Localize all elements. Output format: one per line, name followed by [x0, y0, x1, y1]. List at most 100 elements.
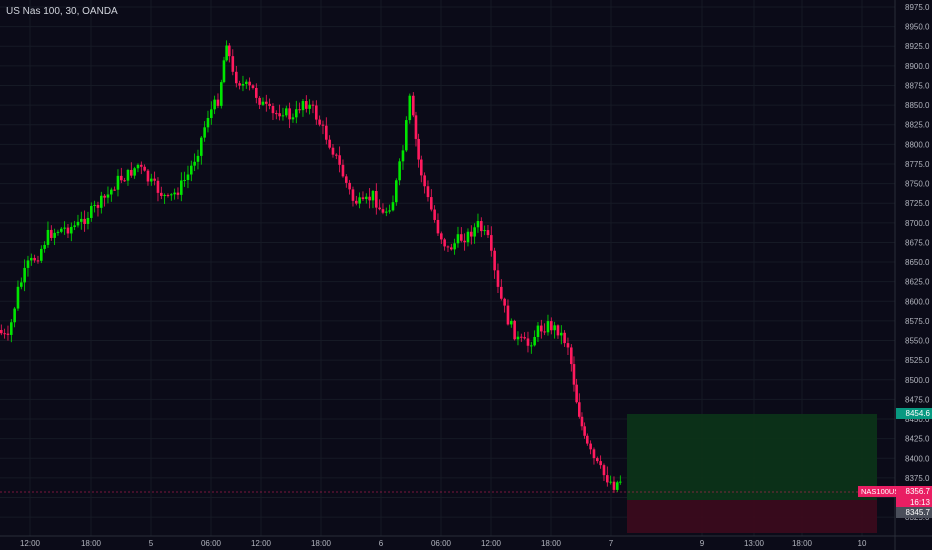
candle-body	[150, 178, 153, 182]
candle-body	[258, 97, 261, 105]
candle-body	[23, 267, 26, 283]
price-tick-label: 8775.0	[905, 160, 930, 169]
candle-body	[516, 336, 520, 340]
price-tick-label: 8475.0	[905, 395, 930, 404]
candle-body	[298, 109, 301, 111]
countdown-tag: 16:13	[896, 497, 932, 508]
candle-body	[10, 322, 13, 335]
candle-body	[196, 155, 200, 162]
candle-body	[530, 345, 533, 347]
price-tick-label: 8450.0	[905, 415, 930, 424]
candle-body	[381, 209, 385, 213]
price-tick-label: 8800.0	[905, 140, 930, 149]
time-tick-label: 18:00	[792, 539, 813, 548]
candle-body	[619, 481, 622, 483]
price-tick-label: 8400.0	[905, 454, 930, 463]
candle-body	[331, 147, 335, 155]
candle-body	[493, 250, 496, 271]
candle-body	[480, 221, 483, 232]
candle-body	[583, 426, 586, 436]
candle-body	[140, 164, 143, 167]
candle-body	[228, 45, 231, 57]
candle-body	[291, 117, 295, 120]
price-axis[interactable]: 8975.0 8950.0 8925.0 8900.0 8875.0 8850.0 8825…	[905, 3, 930, 522]
candle-body	[301, 101, 305, 111]
candle-body	[473, 227, 476, 237]
candle-body	[210, 109, 213, 119]
candle-body	[466, 231, 470, 243]
candle-body	[176, 192, 180, 195]
candle-body	[255, 87, 258, 98]
time-tick-label: 12:00	[481, 539, 502, 548]
candle-body	[245, 81, 248, 85]
candle-body	[96, 204, 100, 208]
price-tick-label: 8375.0	[905, 474, 930, 483]
candle-body	[496, 270, 500, 287]
candle-body	[572, 364, 576, 385]
price-tick-label: 8550.0	[905, 337, 930, 346]
candle-body	[20, 282, 23, 287]
candle-body	[476, 221, 480, 228]
candle-body	[328, 139, 331, 148]
candle-body	[375, 191, 378, 208]
candle-body	[200, 137, 203, 156]
candle-body	[123, 180, 126, 182]
candle-body	[156, 180, 160, 193]
candle-body	[193, 161, 196, 166]
candle-body	[0, 330, 3, 334]
candle-body	[453, 243, 456, 250]
candle-body	[238, 83, 241, 86]
chart-title: US Nas 100, 30, OANDA	[6, 6, 118, 17]
price-tick-label: 8875.0	[905, 81, 930, 90]
candle-body	[540, 325, 543, 332]
candle-body	[596, 458, 599, 462]
candle-body	[446, 246, 450, 248]
candle-body	[371, 191, 375, 201]
candle-body	[13, 308, 16, 323]
candle-body	[536, 325, 540, 337]
candle-body	[335, 154, 338, 156]
candle-body	[83, 218, 86, 224]
candle-body	[490, 235, 493, 251]
candle-body	[523, 337, 526, 339]
candle-body	[235, 71, 238, 84]
position-zones[interactable]	[627, 414, 877, 533]
candle-body	[560, 332, 563, 336]
candle-body	[3, 333, 6, 335]
time-tick-label: 18:00	[541, 539, 562, 548]
candle-body	[6, 333, 10, 335]
candle-body	[543, 331, 546, 333]
candle-body	[186, 174, 190, 180]
candle-body	[265, 101, 268, 104]
candle-body	[578, 402, 581, 417]
candle-body	[408, 95, 412, 121]
candle-body	[417, 138, 420, 160]
candle-body	[126, 169, 130, 181]
candle-body	[166, 194, 170, 196]
take-profit-zone[interactable]	[627, 414, 877, 500]
stop-loss-zone[interactable]	[627, 500, 877, 533]
candle-body	[436, 219, 440, 234]
candle-body	[483, 230, 486, 232]
candle-body	[206, 118, 210, 128]
candle-body	[295, 109, 298, 118]
candle-body	[580, 416, 584, 427]
candle-body	[30, 257, 33, 261]
candle-body	[586, 435, 589, 444]
candle-body	[426, 186, 430, 198]
candle-body	[460, 234, 463, 241]
candle-body	[93, 204, 96, 206]
candle-body	[180, 180, 183, 195]
time-axis[interactable]: 12:00 18:00 5 06:00 12:00 18:00 6 06:00 12:00 18:…	[20, 539, 867, 548]
candle-body	[361, 197, 365, 200]
candle-body	[100, 195, 103, 208]
candle-body	[130, 169, 133, 176]
candle-body	[553, 325, 556, 331]
candle-body	[50, 229, 53, 238]
candle-body	[592, 449, 596, 459]
candle-body	[163, 194, 166, 196]
candlestick-series	[0, 40, 622, 493]
candle-body	[113, 189, 116, 191]
candle-body	[401, 150, 405, 162]
